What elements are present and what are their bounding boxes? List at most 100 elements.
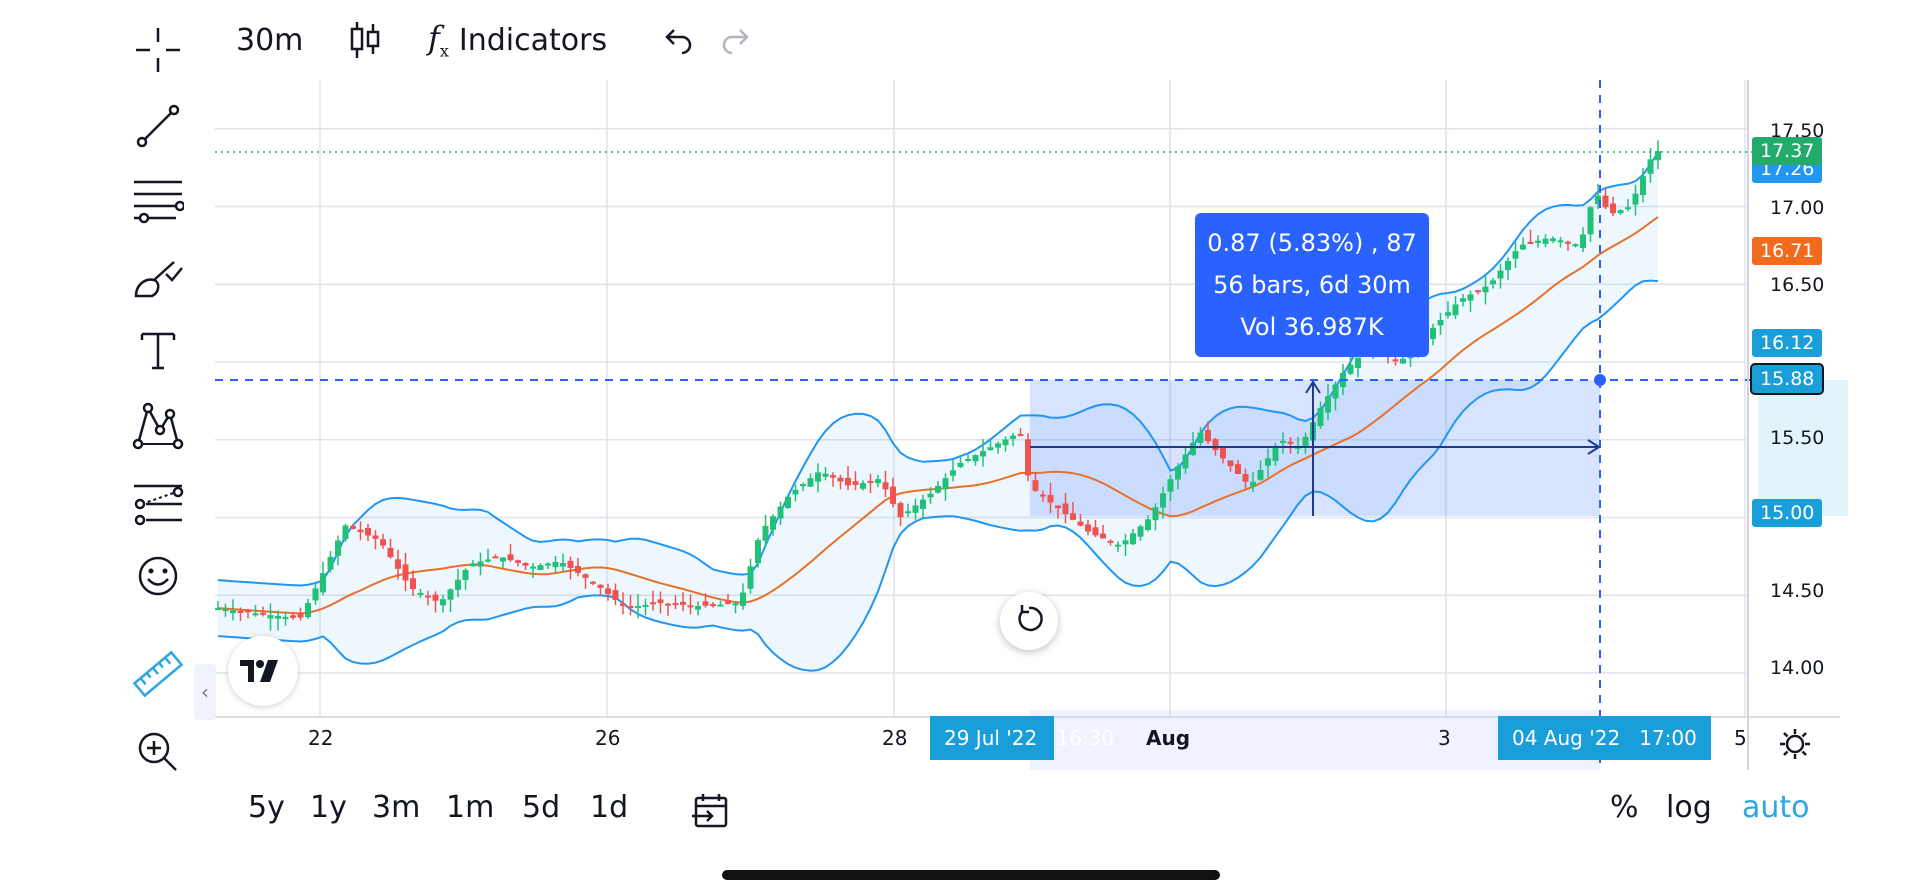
candle-body [432, 594, 439, 601]
emoji-tool[interactable] [130, 548, 186, 604]
candle-body [230, 610, 236, 614]
range-button[interactable]: 3m [372, 790, 421, 825]
candle-body [260, 612, 266, 615]
candle-body [1085, 524, 1091, 532]
patterns-tool[interactable] [130, 398, 186, 454]
measure-volume: Vol 36.987K [1240, 313, 1384, 341]
candle-body [762, 525, 769, 541]
candle-body [612, 590, 619, 601]
candle-body [837, 477, 844, 482]
candle-body [245, 609, 251, 613]
date-range-button[interactable] [690, 792, 730, 834]
tv-logo-icon [240, 660, 278, 682]
tradingview-logo[interactable] [228, 636, 298, 706]
brush-tool[interactable] [130, 250, 186, 306]
candle-body [1190, 442, 1196, 455]
candle-body [1205, 429, 1211, 442]
candle-body [912, 505, 919, 513]
range-button[interactable]: 1d [590, 790, 629, 825]
zoom-in-tool[interactable] [130, 724, 186, 780]
chart-type-button[interactable] [348, 20, 382, 60]
candle-body [1100, 533, 1106, 539]
candle-body [1175, 466, 1181, 480]
settings-gear-icon[interactable] [1778, 727, 1812, 765]
range-button[interactable]: 1m [446, 790, 495, 825]
ruler-tool[interactable] [130, 646, 186, 702]
candle-body [1430, 327, 1436, 340]
collapse-toolbar-tab[interactable]: ‹ [194, 664, 216, 720]
candle-body [1182, 454, 1189, 469]
auto-scale-button[interactable]: auto [1742, 790, 1810, 825]
candle-body [867, 480, 874, 483]
candle-body [1152, 507, 1159, 521]
candle-body [1265, 458, 1271, 466]
range-button[interactable]: 5d [522, 790, 561, 825]
log-scale-button[interactable]: log [1666, 790, 1712, 825]
patterns-icon [132, 400, 184, 452]
candle-body [755, 540, 761, 564]
candle-body [792, 489, 799, 495]
candle-body [695, 605, 701, 610]
candle-body [290, 615, 296, 618]
candle-body [1497, 270, 1504, 279]
crosshair-tool[interactable] [130, 22, 186, 78]
fib-tool[interactable] [130, 172, 186, 228]
candle-body [312, 588, 319, 601]
ma-value-badge: 16.71 [1752, 237, 1823, 265]
candle-body [455, 579, 461, 590]
candlesticks [215, 140, 1661, 631]
candle-body [1505, 260, 1511, 271]
candle-body [1452, 304, 1459, 316]
candle-body [342, 525, 349, 540]
candle-body [252, 613, 259, 616]
candle-body [972, 455, 979, 462]
candle-body [890, 486, 896, 504]
indicators-label: Indicators [458, 22, 608, 58]
percent-scale-button[interactable]: % [1610, 790, 1639, 825]
candle-body [582, 574, 589, 578]
text-tool[interactable] [130, 322, 186, 378]
range-start-time-badge: 29 Jul '22 16:30 [930, 716, 1114, 760]
candle-body [732, 603, 739, 606]
candle-body [717, 604, 724, 607]
candle-body [680, 601, 686, 605]
candle-body [627, 606, 634, 609]
candle-body [1167, 479, 1174, 492]
candle-body [1257, 470, 1264, 480]
candle-body [590, 581, 596, 584]
candle-body [1625, 207, 1631, 210]
candle-body [1115, 544, 1121, 547]
redo-icon [720, 25, 754, 55]
trend-line-tool[interactable] [130, 98, 186, 154]
time-tick: 28 [882, 726, 908, 750]
forecast-tool[interactable] [130, 474, 186, 530]
candle-body [1220, 447, 1226, 459]
candle-body [635, 605, 641, 608]
candle-body [965, 458, 971, 461]
candle-body [380, 539, 386, 546]
candle-body [710, 604, 716, 607]
brush-icon [132, 254, 184, 302]
candle-body [1482, 286, 1489, 293]
range-button[interactable]: 5y [248, 790, 285, 825]
candle-body [1272, 446, 1279, 461]
candle-body [1355, 357, 1361, 369]
redo-button[interactable] [720, 20, 754, 60]
candle-body [410, 578, 416, 590]
time-tick: Aug [1146, 726, 1191, 750]
range-button[interactable]: 1y [310, 790, 347, 825]
candle-body [1280, 440, 1286, 443]
text-icon [136, 326, 180, 374]
drawing-toolbar [110, 0, 200, 887]
undo-button[interactable] [660, 20, 694, 60]
candle-body [1512, 251, 1519, 259]
indicators-button[interactable]: fx Indicators [428, 19, 608, 60]
candle-body [875, 479, 881, 484]
interval-button[interactable]: 30m [236, 20, 303, 60]
price-tick: 14.50 [1770, 580, 1825, 602]
candle-body [1062, 503, 1069, 515]
price-tick: 17.50 [1770, 120, 1825, 142]
reset-chart-button[interactable] [1000, 592, 1058, 650]
